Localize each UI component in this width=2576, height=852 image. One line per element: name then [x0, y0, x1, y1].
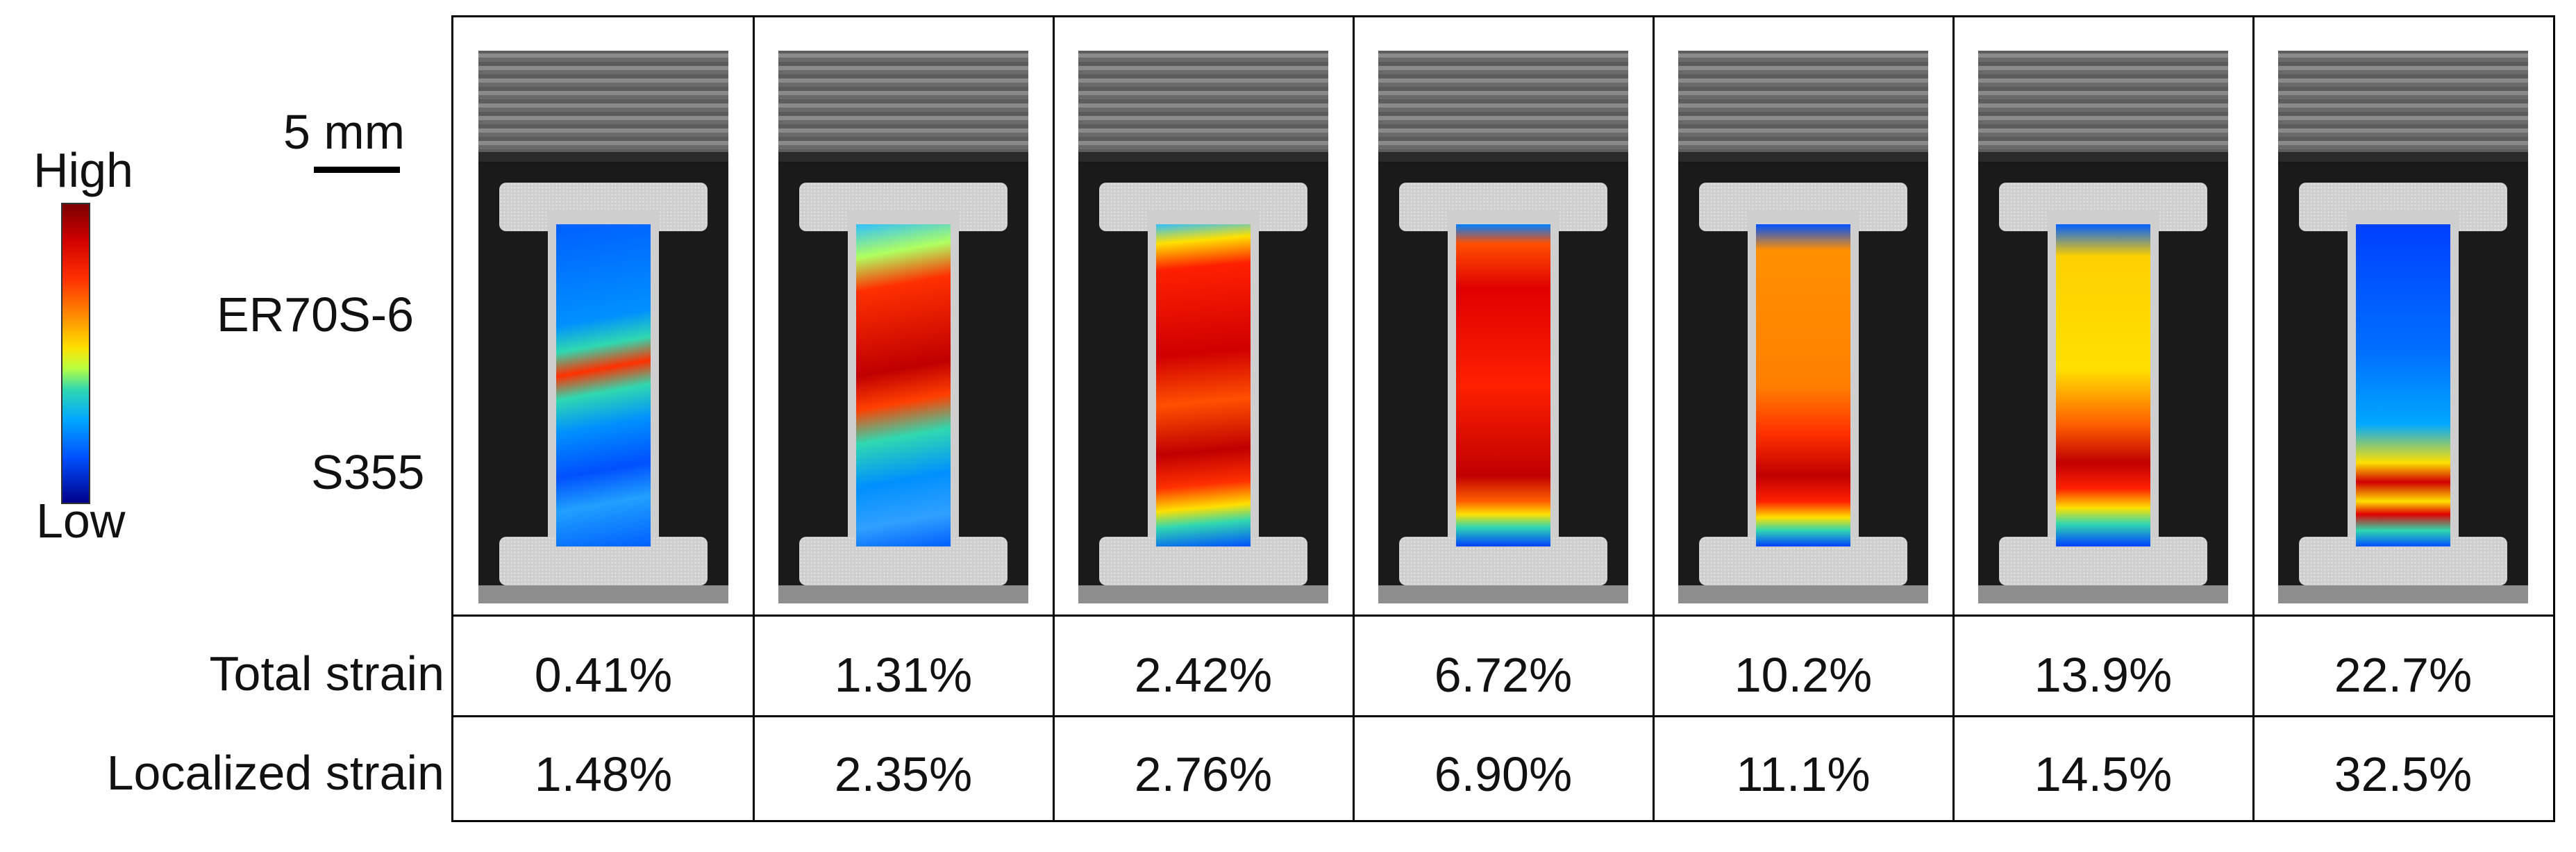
specimen-bottom-head	[799, 537, 1007, 585]
total-strain-value: 10.2%	[1734, 648, 1873, 702]
lower-grip	[1678, 585, 1928, 603]
table-divider	[453, 715, 2553, 717]
localized-strain-value: 14.5%	[2034, 747, 2173, 801]
total-strain-value: 13.9%	[2034, 648, 2173, 702]
lower-grip	[2278, 585, 2528, 603]
specimen-image	[1953, 17, 2253, 615]
material-bottom-label: S355	[311, 445, 425, 499]
specimen-top-head	[2299, 183, 2507, 231]
lower-grip	[778, 585, 1028, 603]
total-strain-value: 0.41%	[534, 648, 673, 702]
dic-photo	[778, 51, 1028, 603]
colorbar-high-label: High	[33, 143, 133, 197]
column-divider	[2252, 17, 2255, 820]
dogbone-specimen	[799, 183, 1007, 585]
dic-photo	[1078, 51, 1328, 603]
total-strain-value: 1.31%	[834, 648, 973, 702]
specimen-image	[753, 17, 1053, 615]
column-divider	[1952, 17, 1955, 820]
localized-strain-value: 2.76%	[1134, 747, 1273, 801]
dogbone-specimen	[2299, 183, 2507, 585]
dogbone-specimen	[499, 183, 708, 585]
specimen-top-head	[499, 183, 708, 231]
figure-grid: 0.41% 1.48% 1.31% 2.35% 2.42% 2.76% 6.72% 6.90%…	[451, 15, 2555, 822]
upper-grip	[1978, 51, 2228, 162]
upper-grip	[778, 51, 1028, 162]
total-strain-value: 2.42%	[1134, 648, 1273, 702]
specimen-image	[453, 17, 753, 615]
specimen-image	[1053, 17, 1353, 615]
upper-grip	[1378, 51, 1628, 162]
lower-grip	[478, 585, 728, 603]
strain-map	[2056, 224, 2150, 546]
dogbone-specimen	[1399, 183, 1607, 585]
row-label-localized-strain: Localized strain	[106, 746, 444, 800]
specimen-image	[1653, 17, 1953, 615]
dic-photo	[1378, 51, 1628, 603]
localized-strain-value: 32.5%	[2334, 747, 2473, 801]
scale-bar-label: 5 mm	[283, 105, 405, 159]
localized-strain-value: 11.1%	[1736, 747, 1871, 801]
upper-grip	[1078, 51, 1328, 162]
lower-grip	[1978, 585, 2228, 603]
strain-map	[1456, 224, 1550, 546]
strain-colorbar	[61, 203, 90, 504]
upper-grip	[2278, 51, 2528, 162]
localized-strain-value: 6.90%	[1434, 747, 1573, 801]
dic-photo	[1678, 51, 1928, 603]
dogbone-specimen	[1999, 183, 2207, 585]
dic-photo	[478, 51, 728, 603]
scale-bar	[314, 167, 400, 173]
upper-grip	[1678, 51, 1928, 162]
strain-map	[2356, 224, 2450, 546]
dogbone-specimen	[1099, 183, 1307, 585]
localized-strain-value: 1.48%	[534, 747, 673, 801]
specimen-image	[2253, 17, 2553, 615]
specimen-image	[1353, 17, 1653, 615]
table-divider	[453, 615, 2553, 617]
localized-strain-value: 2.35%	[834, 747, 973, 801]
material-top-label: ER70S-6	[217, 287, 415, 342]
specimen-top-head	[1999, 183, 2207, 231]
strain-legend: High Low 5 mm ER70S-6 S355	[0, 0, 444, 611]
lower-grip	[1378, 585, 1628, 603]
total-strain-value: 6.72%	[1434, 648, 1573, 702]
strain-map	[856, 224, 951, 546]
lower-grip	[1078, 585, 1328, 603]
dic-photo	[2278, 51, 2528, 603]
upper-grip	[478, 51, 728, 162]
column-divider	[1653, 17, 1655, 820]
total-strain-value: 22.7%	[2334, 648, 2473, 702]
dogbone-specimen	[1699, 183, 1907, 585]
row-label-total-strain: Total strain	[209, 646, 444, 701]
column-divider	[753, 17, 755, 820]
strain-map	[1756, 224, 1850, 546]
column-divider	[1353, 17, 1355, 820]
dic-photo	[1978, 51, 2228, 603]
column-divider	[1053, 17, 1055, 820]
strain-map	[1156, 224, 1251, 546]
strain-map	[556, 224, 651, 546]
colorbar-low-label: Low	[36, 494, 126, 548]
